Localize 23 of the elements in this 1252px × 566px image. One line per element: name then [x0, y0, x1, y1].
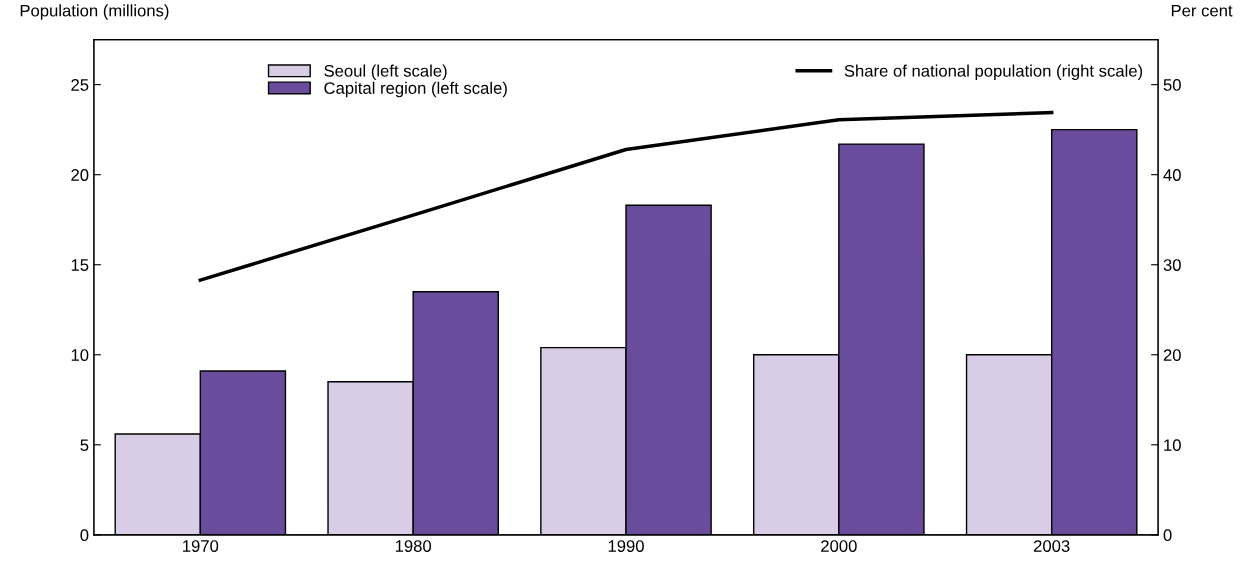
- x-tick-label: 1990: [608, 540, 644, 552]
- y-axis-title: Population (millions): [20, 4, 169, 20]
- y2-tick-label: 30: [1163, 259, 1181, 271]
- y2-tick-label: 20: [1163, 349, 1181, 361]
- legend-label: Capital region (left scale): [324, 81, 507, 98]
- line-series: [198, 110, 1054, 282]
- y-tick-label: 20: [71, 169, 89, 181]
- x-tick-label: 1970: [183, 540, 219, 552]
- y-tick-label: 5: [80, 439, 89, 452]
- y-tick-label: 15: [71, 259, 89, 271]
- x-tick-label: 2000: [821, 540, 857, 552]
- y-tick-label: 25: [71, 79, 89, 91]
- legend-label: Share of national population (right scale): [844, 64, 1143, 81]
- y2-tick-label: 40: [1163, 169, 1181, 181]
- y2-tick-label: 0: [1163, 529, 1172, 542]
- y-tick-label: 0: [80, 529, 89, 542]
- x-tick-label: 1980: [395, 540, 432, 552]
- x-tick-label: 2003: [1033, 540, 1070, 552]
- y-tick-label: 10: [71, 349, 89, 361]
- legend-label: Seoul (left scale): [324, 64, 447, 81]
- y2-axis-title: Per cent: [1171, 4, 1233, 17]
- y2-tick-label: 50: [1163, 79, 1181, 91]
- y2-tick-label: 10: [1164, 439, 1181, 452]
